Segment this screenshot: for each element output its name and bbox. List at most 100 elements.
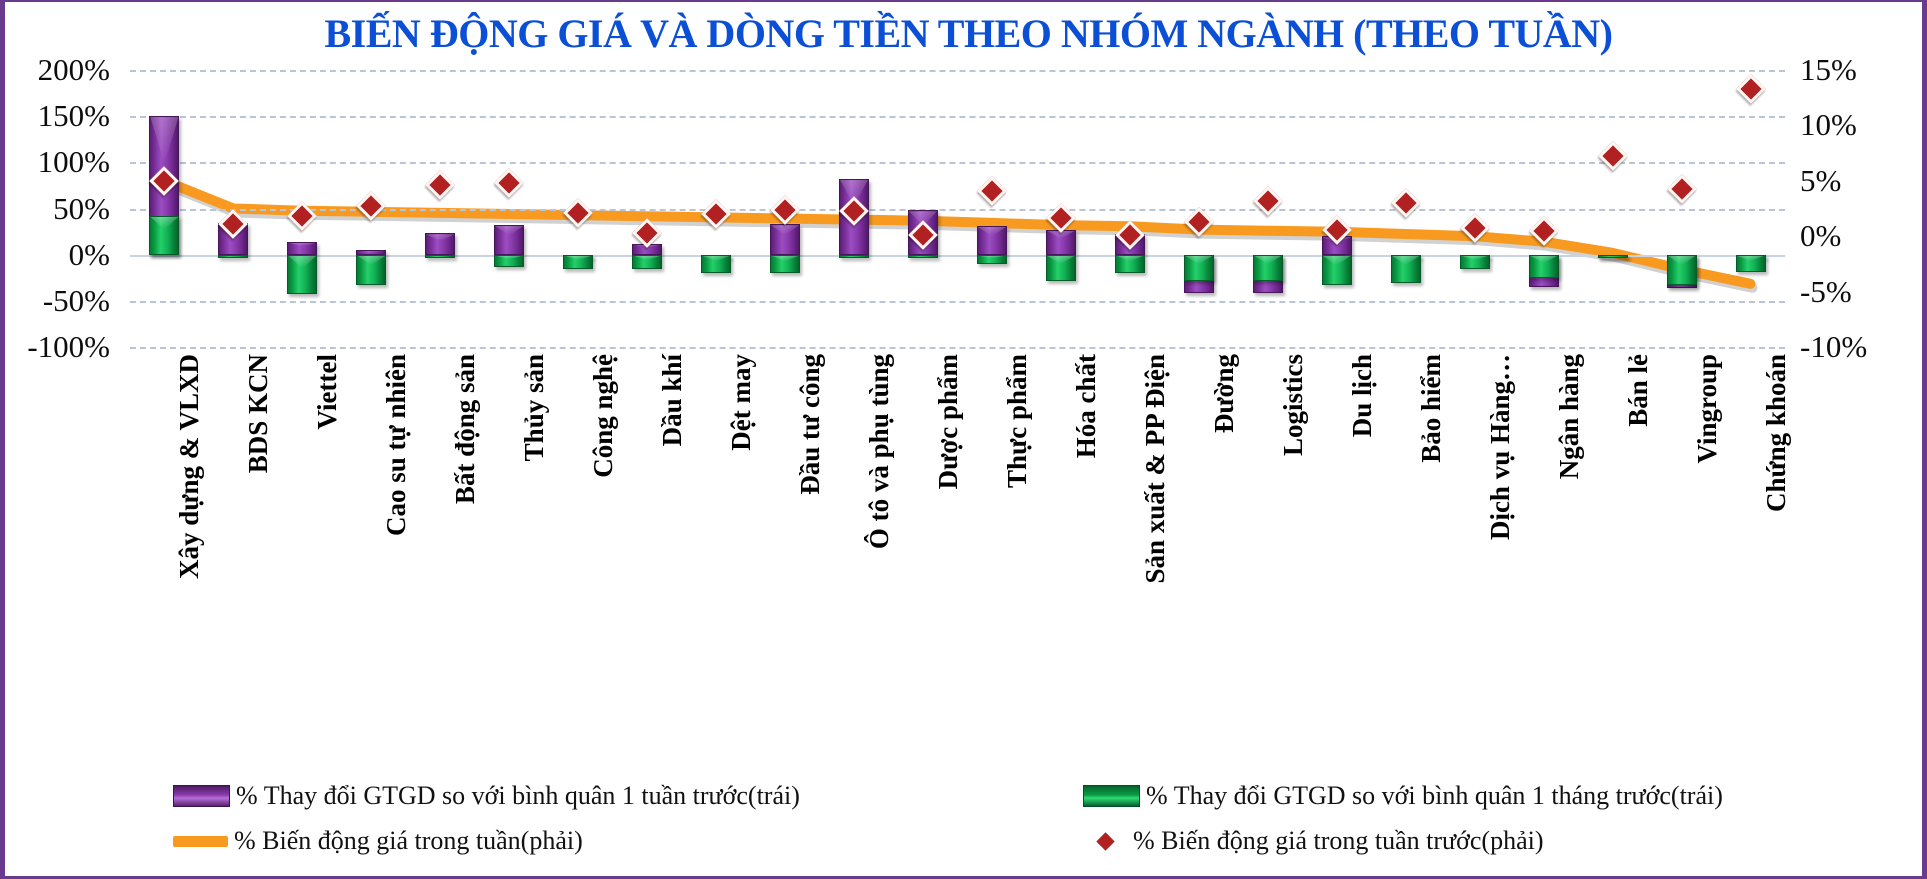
bar-group[interactable] [1647, 70, 1716, 347]
bar-group[interactable] [1095, 70, 1164, 347]
bar-monthly-gtgd[interactable] [218, 254, 249, 258]
gridline [130, 347, 1785, 349]
legend-item-price-change-week[interactable]: % Biến động giá trong tuần(phải) [173, 826, 583, 856]
bar-weekly-gtgd[interactable] [976, 226, 1007, 255]
category-label: Cao su tự nhiên [381, 354, 412, 536]
bar-group[interactable] [613, 70, 682, 347]
bar-monthly-gtgd[interactable] [976, 254, 1007, 264]
orange-line-path [159, 175, 1756, 289]
bar-group[interactable] [1302, 70, 1371, 347]
legend-item-monthly-gtgd[interactable]: % Thay đổi GTGD so với bình quân 1 tháng… [1083, 781, 1723, 811]
bar-group[interactable] [199, 70, 268, 347]
right-axis-tick: -10% [1800, 329, 1868, 364]
category-label: Bán lẻ [1622, 354, 1653, 427]
category-label: Công nghệ [588, 354, 619, 478]
bar-group[interactable] [544, 70, 613, 347]
bar-group[interactable] [1233, 70, 1302, 347]
left-axis-tick: 100% [37, 144, 110, 180]
bar-monthly-gtgd[interactable] [1390, 254, 1421, 284]
category-label: Dược phẩm [933, 354, 964, 490]
gridline [130, 162, 1785, 165]
bar-group[interactable] [337, 70, 406, 347]
right-axis-tick: 10% [1800, 107, 1857, 143]
left-axis-tick: 200% [37, 52, 110, 87]
bar-monthly-gtgd[interactable] [1666, 254, 1697, 286]
bar-monthly-gtgd[interactable] [1597, 254, 1628, 258]
bar-monthly-gtgd[interactable] [1114, 254, 1145, 274]
bar-monthly-gtgd[interactable] [1183, 254, 1214, 282]
chart-title: BIẾN ĐỘNG GIÁ VÀ DÒNG TIỀN THEO NHÓM NGÀ… [324, 11, 1613, 56]
bar-monthly-gtgd[interactable] [149, 215, 180, 255]
bar-weekly-gtgd[interactable] [425, 233, 456, 255]
bar-group[interactable] [1440, 70, 1509, 347]
bar-monthly-gtgd[interactable] [1252, 254, 1283, 282]
right-axis-tick: 0% [1800, 218, 1842, 254]
bar-group[interactable] [1716, 70, 1785, 347]
bar-monthly-gtgd[interactable] [1735, 254, 1766, 273]
bar-monthly-gtgd[interactable] [1045, 254, 1076, 281]
bar-group[interactable] [889, 70, 958, 347]
bar-group[interactable] [1509, 70, 1578, 347]
legend-item-weekly-gtgd[interactable]: % Thay đổi GTGD so với bình quân 1 tuần … [173, 781, 800, 811]
bar-group[interactable] [1371, 70, 1440, 347]
bar-group[interactable] [130, 70, 199, 347]
right-axis-tick: -5% [1800, 273, 1852, 309]
bar-group[interactable] [406, 70, 475, 347]
bar-monthly-gtgd[interactable] [632, 254, 663, 270]
category-label: Viettel [312, 354, 343, 430]
bar-monthly-gtgd[interactable] [287, 254, 318, 295]
green-bar-swatch-icon [1083, 785, 1140, 807]
plot-area [130, 70, 1785, 349]
bar-group[interactable] [958, 70, 1027, 347]
category-label: Dầu khí [657, 354, 688, 447]
category-label: Thực phẩm [1001, 354, 1032, 488]
left-axis-tick: -100% [27, 329, 110, 364]
zero-axis-line [130, 254, 1785, 257]
bar-group[interactable] [475, 70, 544, 347]
category-label: Ô tô và phụ tùng [864, 354, 895, 550]
bar-monthly-gtgd[interactable] [1528, 254, 1559, 278]
category-label: Chứng khoán [1760, 354, 1791, 513]
legend-label: % Biến động giá trong tuần trước(phải) [1133, 826, 1544, 855]
bar-monthly-gtgd[interactable] [1459, 254, 1490, 270]
left-axis-tick: 150% [37, 98, 110, 134]
bar-group[interactable] [268, 70, 337, 347]
bar-group[interactable] [682, 70, 751, 347]
category-label: BDS KCN [243, 354, 274, 474]
right-axis-tick: 5% [1800, 162, 1842, 198]
bar-monthly-gtgd[interactable] [839, 254, 870, 258]
bar-monthly-gtgd[interactable] [356, 254, 387, 286]
category-label: Sản xuất & PP Điện [1139, 354, 1170, 584]
bar-monthly-gtgd[interactable] [701, 254, 732, 274]
bar-weekly-gtgd[interactable] [1045, 229, 1076, 255]
bar-weekly-gtgd[interactable] [287, 241, 318, 255]
legend-item-price-change-prev-week[interactable]: % Biến động giá trong tuần trước(phải) [1083, 826, 1544, 856]
category-label: Thủy sản [519, 354, 550, 462]
category-label: Dệt may [726, 354, 757, 451]
category-label: Du lịch [1346, 354, 1377, 438]
gridline [130, 70, 1785, 72]
bar-group[interactable] [1578, 70, 1647, 347]
bar-group[interactable] [1026, 70, 1095, 347]
bar-monthly-gtgd[interactable] [770, 254, 801, 274]
bar-weekly-gtgd[interactable] [494, 225, 525, 255]
price-change-line-series [159, 175, 1758, 293]
bar-group[interactable] [751, 70, 820, 347]
bar-monthly-gtgd[interactable] [908, 254, 938, 258]
category-label: Vingroup [1691, 354, 1722, 464]
gridline [130, 300, 1785, 303]
bar-monthly-gtgd[interactable] [494, 254, 525, 267]
category-label: Xây dựng & VLXD [174, 354, 205, 579]
bar-weekly-gtgd[interactable] [770, 224, 801, 255]
legend-label: % Thay đổi GTGD so với bình quân 1 tuần … [236, 781, 800, 810]
bar-monthly-gtgd[interactable] [1321, 254, 1352, 286]
legend-label: % Thay đổi GTGD so với bình quân 1 tháng… [1146, 781, 1723, 810]
bar-monthly-gtgd[interactable] [425, 254, 456, 258]
bar-monthly-gtgd[interactable] [563, 254, 594, 270]
left-axis-tick: 50% [53, 190, 110, 226]
legend-label: % Biến động giá trong tuần(phải) [234, 826, 583, 855]
left-axis-tick: 0% [68, 236, 110, 272]
bar-group[interactable] [1164, 70, 1233, 347]
right-axis-tick: 15% [1800, 52, 1857, 87]
category-label: Dịch vụ Hàng… [1484, 354, 1515, 541]
